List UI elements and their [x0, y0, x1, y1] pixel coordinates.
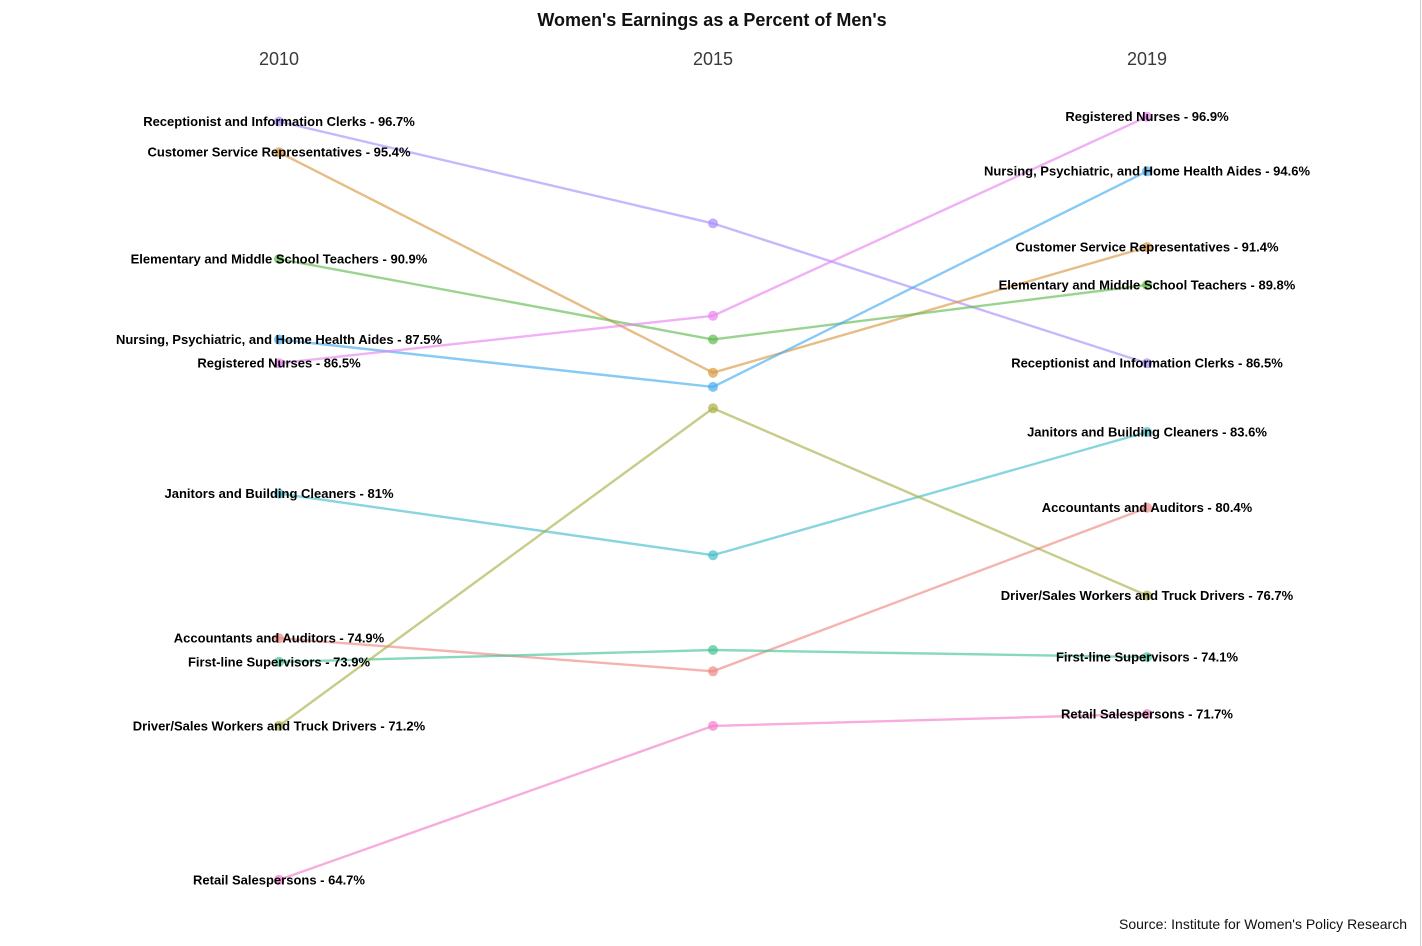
- data-label-retail-salespersons-2010: Retail Salespersons - 64.7%: [193, 872, 365, 887]
- data-label-elementary-and-middle-school-teachers-2010: Elementary and Middle School Teachers - …: [131, 251, 428, 266]
- data-point-janitors-and-building-cleaners-2019: [1142, 427, 1152, 437]
- data-label-registered-nurses-2010: Registered Nurses - 86.5%: [197, 356, 361, 371]
- year-label-2010: 2010: [259, 49, 299, 69]
- data-label-receptionist-and-information-clerks-2019: Receptionist and Information Clerks - 86…: [1011, 356, 1283, 371]
- data-point-accountants-and-auditors-2019: [1142, 502, 1152, 513]
- data-label-accountants-and-auditors-2019: Accountants and Auditors - 80.4%: [1042, 500, 1253, 515]
- data-label-receptionist-and-information-clerks-2010: Receptionist and Information Clerks - 96…: [143, 114, 415, 129]
- data-point-elementary-and-middle-school-teachers-2015: [708, 334, 718, 345]
- data-label-nursing-psychiatric-and-home-health-aides-2019: Nursing, Psychiatric, and Home Health Ai…: [984, 164, 1311, 179]
- data-point-customer-service-representatives-2010: [274, 147, 284, 158]
- data-point-first-line-supervisors-2010: [274, 656, 284, 667]
- data-point-janitors-and-building-cleaners-2015: [708, 550, 718, 561]
- data-point-retail-salespersons-2015: [708, 720, 718, 731]
- chart-title: Women's Earnings as a Percent of Men's: [537, 10, 886, 30]
- data-point-elementary-and-middle-school-teachers-2019: [1142, 280, 1152, 290]
- data-point-driver-sales-workers-and-truck-drivers-2019: [1142, 590, 1152, 601]
- data-point-registered-nurses-2019: [1142, 111, 1152, 122]
- data-point-customer-service-representatives-2019: [1142, 242, 1152, 253]
- data-label-customer-service-representatives-2010: Customer Service Representatives - 95.4%: [147, 145, 410, 160]
- data-point-receptionist-and-information-clerks-2015: [708, 218, 718, 229]
- data-label-retail-salespersons-2019: Retail Salespersons - 71.7%: [1061, 706, 1233, 721]
- data-point-elementary-and-middle-school-teachers-2010: [274, 254, 284, 264]
- data-label-registered-nurses-2019: Registered Nurses - 96.9%: [1065, 109, 1229, 124]
- data-point-first-line-supervisors-2019: [1142, 652, 1152, 663]
- data-point-customer-service-representatives-2015: [708, 367, 718, 378]
- data-label-janitors-and-building-cleaners-2019: Janitors and Building Cleaners - 83.6%: [1027, 424, 1267, 439]
- data-point-receptionist-and-information-clerks-2019: [1142, 358, 1152, 369]
- data-point-registered-nurses-2015: [708, 310, 718, 321]
- year-label-2019: 2019: [1127, 49, 1167, 69]
- data-point-driver-sales-workers-and-truck-drivers-2010: [274, 720, 284, 731]
- data-point-first-line-supervisors-2015: [708, 645, 718, 655]
- data-label-driver-sales-workers-and-truck-drivers-2010: Driver/Sales Workers and Truck Drivers -…: [133, 718, 426, 733]
- data-point-accountants-and-auditors-2010: [274, 633, 284, 644]
- data-label-first-line-supervisors-2019: First-line Supervisors - 74.1%: [1056, 650, 1239, 665]
- data-point-retail-salespersons-2019: [1142, 709, 1152, 719]
- data-point-nursing-psychiatric-and-home-health-aides-2010: [274, 334, 284, 345]
- data-label-driver-sales-workers-and-truck-drivers-2019: Driver/Sales Workers and Truck Drivers -…: [1001, 588, 1294, 603]
- data-label-customer-service-representatives-2019: Customer Service Representatives - 91.4%: [1015, 240, 1278, 255]
- data-label-nursing-psychiatric-and-home-health-aides-2010: Nursing, Psychiatric, and Home Health Ai…: [116, 332, 443, 347]
- data-point-accountants-and-auditors-2015: [708, 666, 718, 677]
- series-labels: Receptionist and Information Clerks - 96…: [116, 109, 1311, 887]
- data-label-first-line-supervisors-2010: First-line Supervisors - 73.9%: [188, 654, 371, 669]
- data-point-nursing-psychiatric-and-home-health-aides-2015: [708, 381, 718, 392]
- data-label-accountants-and-auditors-2010: Accountants and Auditors - 74.9%: [174, 631, 385, 646]
- year-label-2015: 2015: [693, 49, 733, 69]
- data-label-elementary-and-middle-school-teachers-2019: Elementary and Middle School Teachers - …: [999, 277, 1296, 292]
- data-point-receptionist-and-information-clerks-2010: [274, 116, 284, 127]
- data-point-retail-salespersons-2010: [274, 874, 284, 885]
- series-points: [274, 111, 1152, 885]
- source-note: Source: Institute for Women's Policy Res…: [1119, 916, 1407, 932]
- data-point-registered-nurses-2010: [274, 358, 284, 369]
- data-point-janitors-and-building-cleaners-2010: [274, 488, 284, 499]
- data-point-nursing-psychiatric-and-home-health-aides-2019: [1142, 166, 1152, 177]
- data-point-driver-sales-workers-and-truck-drivers-2015: [708, 403, 718, 414]
- data-label-janitors-and-building-cleaners-2010: Janitors and Building Cleaners - 81%: [165, 486, 394, 501]
